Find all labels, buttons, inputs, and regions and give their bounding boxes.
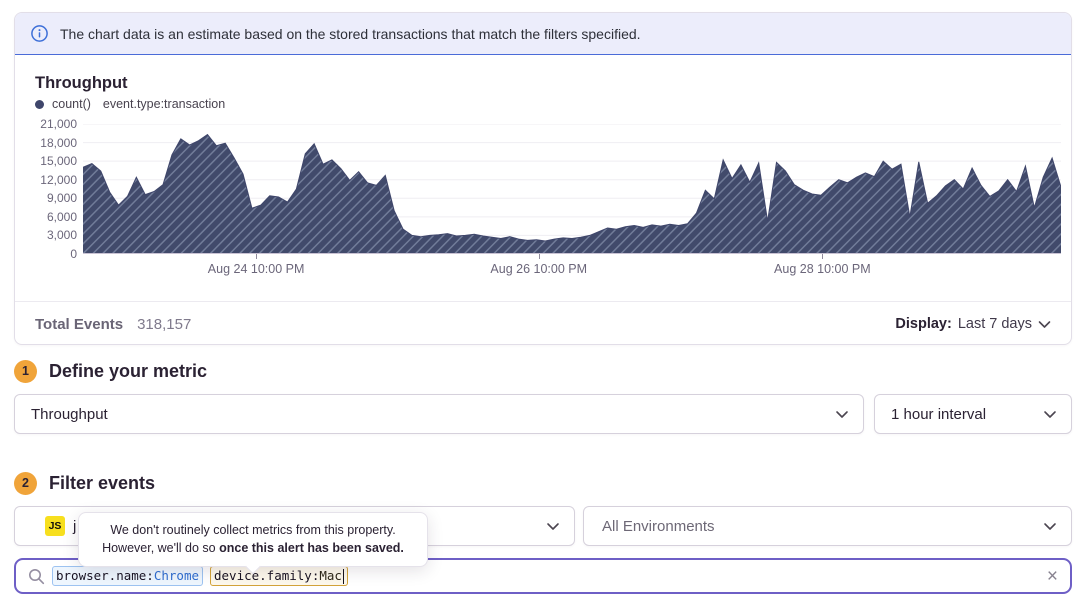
token-value: Mac: [319, 568, 342, 583]
javascript-platform-icon: JS: [45, 516, 65, 536]
chart-legend: count() event.type:transaction: [35, 95, 1061, 113]
legend-query-label: event.type:transaction: [102, 97, 226, 111]
clear-search-icon[interactable]: ×: [1046, 565, 1058, 587]
filter-token-browser-name[interactable]: browser.name: Chrome: [52, 566, 203, 586]
chart-footer: Total Events 318,157 Display: Last 7 day…: [15, 301, 1071, 346]
x-axis-tick-label: Aug 26 10:00 PM: [490, 262, 588, 276]
chevron-down-icon: [547, 522, 559, 530]
legend-series-label: count(): [52, 97, 91, 111]
interval-select[interactable]: 1 hour interval: [874, 394, 1072, 434]
filter-token-device-family[interactable]: device.family: Mac: [210, 566, 349, 586]
y-axis-tick-label: 3,000: [46, 228, 77, 243]
environment-select[interactable]: All Environments: [583, 506, 1072, 546]
metric-select[interactable]: Throughput: [14, 394, 864, 434]
search-filter-input[interactable]: browser.name: Chrome device.family: Mac ×: [14, 558, 1072, 594]
chevron-down-icon: [1044, 410, 1056, 418]
interval-select-value: 1 hour interval: [891, 405, 987, 423]
total-events-label: Total Events: [35, 315, 124, 333]
chart-x-axis: Aug 24 10:00 PM Aug 26 10:00 PM Aug 28 10:…: [83, 254, 1061, 284]
chevron-down-icon: [1044, 522, 1056, 530]
info-icon: [31, 25, 48, 42]
total-events-value: 318,157: [137, 315, 192, 333]
chevron-down-icon: [1038, 320, 1051, 328]
token-value: Chrome: [153, 568, 199, 583]
y-axis-tick-label: 12,000: [40, 172, 77, 187]
metric-property-tooltip: We don't routinely collect metrics from …: [78, 512, 428, 568]
section-define-metric: 1 Define your metric Throughput 1 hour i…: [14, 358, 1072, 434]
project-select-value: j: [73, 517, 77, 535]
total-events: Total Events 318,157: [35, 316, 191, 333]
x-axis-tick-mark: [256, 254, 258, 259]
info-banner: The chart data is an estimate based on t…: [15, 13, 1071, 55]
x-axis-tick-label: Aug 28 10:00 PM: [774, 262, 871, 276]
y-axis-tick-label: 9,000: [46, 191, 77, 206]
info-banner-text: The chart data is an estimate based on t…: [60, 25, 641, 42]
environment-select-value: All Environments: [602, 517, 715, 535]
y-axis-tick-label: 18,000: [40, 135, 77, 150]
step-1-badge: 1: [14, 359, 37, 383]
token-key: device.family:: [214, 568, 320, 583]
display-range-dropdown[interactable]: Display: Last 7 days: [895, 316, 1051, 332]
y-axis-tick-label: 21,000: [40, 117, 77, 131]
y-axis-tick-label: 6,000: [46, 209, 77, 224]
y-axis-tick-label: 0: [70, 247, 77, 261]
display-label: Display:: [895, 316, 952, 332]
chevron-down-icon: [836, 410, 848, 418]
text-cursor: [342, 568, 345, 584]
section-1-title: Define your metric: [49, 360, 208, 381]
chart-title: Throughput: [35, 74, 128, 92]
step-2-badge: 2: [14, 471, 37, 495]
x-axis-tick-label: Aug 24 10:00 PM: [207, 262, 305, 276]
metric-select-value: Throughput: [31, 405, 108, 423]
chart-plot: [83, 124, 1061, 254]
chart-y-axis: 0 3,000 6,000 9,000 12,000 15,000 18,000 21,000: [35, 117, 83, 261]
token-key: browser.name:: [56, 568, 154, 583]
chart-card: The chart data is an estimate based on t…: [14, 12, 1072, 345]
tooltip-line-1: We don't routinely collect metrics from …: [110, 523, 396, 537]
x-axis-tick-mark: [822, 254, 824, 259]
section-2-title: Filter events: [49, 472, 156, 493]
tooltip-line-2-bold: once this alert has been saved.: [219, 541, 404, 556]
throughput-area-series: [83, 134, 1061, 254]
chart-area: Throughput count() event.type:transactio…: [15, 55, 1071, 301]
y-axis-tick-label: 15,000: [40, 154, 77, 169]
search-icon: [29, 568, 45, 584]
legend-dot-icon: [35, 99, 44, 109]
tooltip-line-2: However, we'll do so: [102, 541, 220, 556]
x-axis-tick-mark: [538, 254, 540, 259]
display-value: Last 7 days: [957, 316, 1032, 332]
